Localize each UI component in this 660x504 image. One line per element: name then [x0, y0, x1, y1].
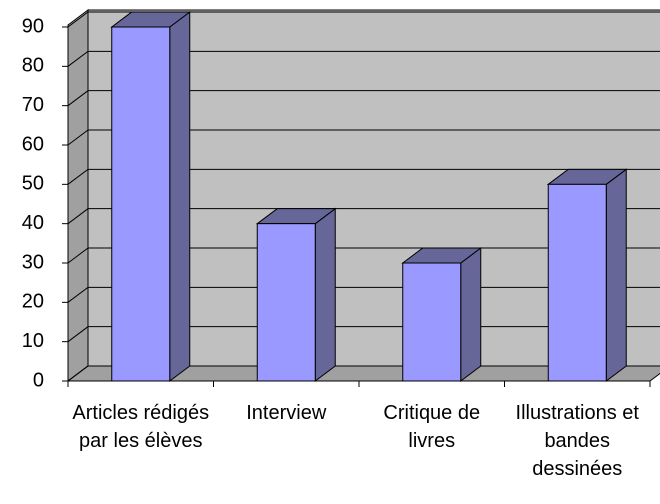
y-tick-label: 90 — [22, 15, 44, 37]
grid-line — [67, 168, 660, 185]
bar — [111, 26, 171, 382]
bar — [402, 262, 462, 382]
y-tick-label: 80 — [22, 55, 44, 77]
side-wall — [67, 9, 89, 382]
y-tick-label: 10 — [22, 330, 44, 352]
bar — [547, 183, 607, 382]
y-tick-label: 60 — [22, 133, 44, 155]
x-tick-label: Articles rédigés par les élèves — [72, 402, 210, 452]
x-tick-label: Illustrations et bandes dessinées — [515, 402, 639, 480]
grid-line — [67, 129, 660, 146]
y-tick-label: 50 — [22, 173, 44, 195]
y-tick-label: 20 — [22, 291, 44, 313]
grid-line — [67, 11, 660, 28]
bar-side — [605, 168, 627, 382]
grid-line — [67, 208, 660, 225]
y-tick-label: 70 — [22, 94, 44, 116]
bar-side — [314, 207, 336, 382]
bar-side — [460, 247, 482, 382]
bar-side — [169, 11, 191, 382]
grid-line — [67, 50, 660, 67]
x-tick-label: Interview — [246, 402, 327, 424]
grid-line — [67, 90, 660, 107]
x-tick-label: Critique de livres — [383, 402, 481, 452]
y-tick-label: 40 — [22, 212, 44, 234]
y-tick-label: 0 — [33, 369, 44, 391]
bar — [256, 223, 316, 382]
y-tick-label: 30 — [22, 251, 44, 273]
